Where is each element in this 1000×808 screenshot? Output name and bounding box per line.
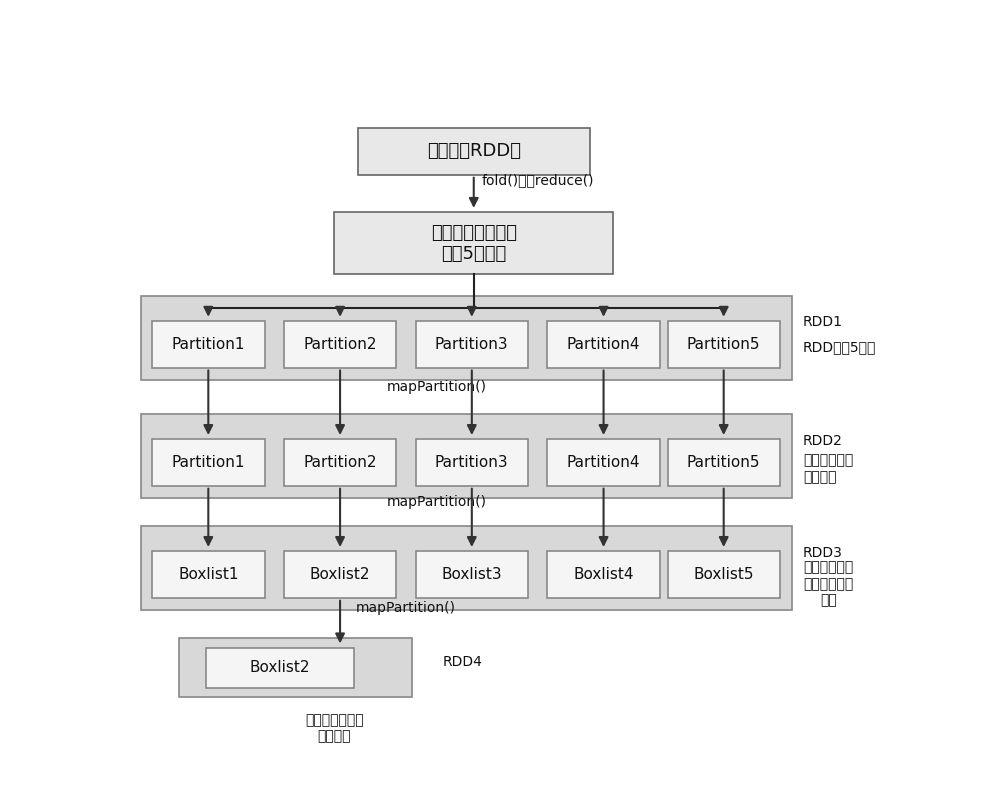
Bar xyxy=(284,440,396,486)
Bar xyxy=(668,440,780,486)
Text: mapPartition(): mapPartition() xyxy=(387,495,487,509)
Bar xyxy=(179,638,412,697)
Text: fold()或者reduce(): fold()或者reduce() xyxy=(482,173,594,187)
Text: Partition3: Partition3 xyxy=(435,455,509,470)
Text: 筛选出最优数据
分割结构: 筛选出最优数据 分割结构 xyxy=(305,713,364,743)
Text: Boxlist2: Boxlist2 xyxy=(250,660,310,675)
Text: Partition5: Partition5 xyxy=(687,337,760,351)
Bar xyxy=(152,321,264,368)
Text: 每个分区先序
遍历得到盒子
数组: 每个分区先序 遍历得到盒子 数组 xyxy=(803,561,853,607)
Text: RDD1: RDD1 xyxy=(803,315,843,330)
Bar xyxy=(140,415,792,499)
Bar xyxy=(547,551,660,598)
Text: Partition4: Partition4 xyxy=(567,337,640,351)
Text: RDD2: RDD2 xyxy=(803,434,843,448)
Text: RDD4: RDD4 xyxy=(443,654,483,668)
Bar xyxy=(547,321,660,368)
Bar xyxy=(416,440,528,486)
Bar xyxy=(416,551,528,598)
Bar xyxy=(206,647,354,688)
Text: Partition2: Partition2 xyxy=(303,455,377,470)
Text: 数据集（RDD）: 数据集（RDD） xyxy=(427,142,521,161)
Bar xyxy=(284,551,396,598)
Bar xyxy=(140,526,792,610)
Text: RDD3: RDD3 xyxy=(803,545,843,560)
Text: Partition3: Partition3 xyxy=(435,337,509,351)
Text: Partition2: Partition2 xyxy=(303,337,377,351)
Bar xyxy=(152,551,264,598)
Bar xyxy=(334,212,613,274)
Text: Partition1: Partition1 xyxy=(172,337,245,351)
Bar xyxy=(358,128,590,175)
Text: Boxlist5: Boxlist5 xyxy=(693,567,754,582)
Text: Partition4: Partition4 xyxy=(567,455,640,470)
Bar xyxy=(140,296,792,380)
Bar xyxy=(284,321,396,368)
Text: mapPartition(): mapPartition() xyxy=(356,601,456,615)
Text: 寻找维度差异最大
的前5个维度: 寻找维度差异最大 的前5个维度 xyxy=(431,224,517,263)
Bar xyxy=(668,551,780,598)
Bar xyxy=(152,440,264,486)
Text: Boxlist2: Boxlist2 xyxy=(310,567,370,582)
Text: Partition5: Partition5 xyxy=(687,455,760,470)
Text: mapPartition(): mapPartition() xyxy=(387,380,487,394)
Text: Boxlist3: Boxlist3 xyxy=(442,567,502,582)
Text: Boxlist1: Boxlist1 xyxy=(178,567,239,582)
Bar xyxy=(416,321,528,368)
Bar xyxy=(668,321,780,368)
Text: Partition1: Partition1 xyxy=(172,455,245,470)
Text: 每个分区执行
树形分割: 每个分区执行 树形分割 xyxy=(803,453,853,484)
Text: Boxlist4: Boxlist4 xyxy=(573,567,634,582)
Text: RDD分成5个区: RDD分成5个区 xyxy=(803,340,876,355)
Bar xyxy=(547,440,660,486)
